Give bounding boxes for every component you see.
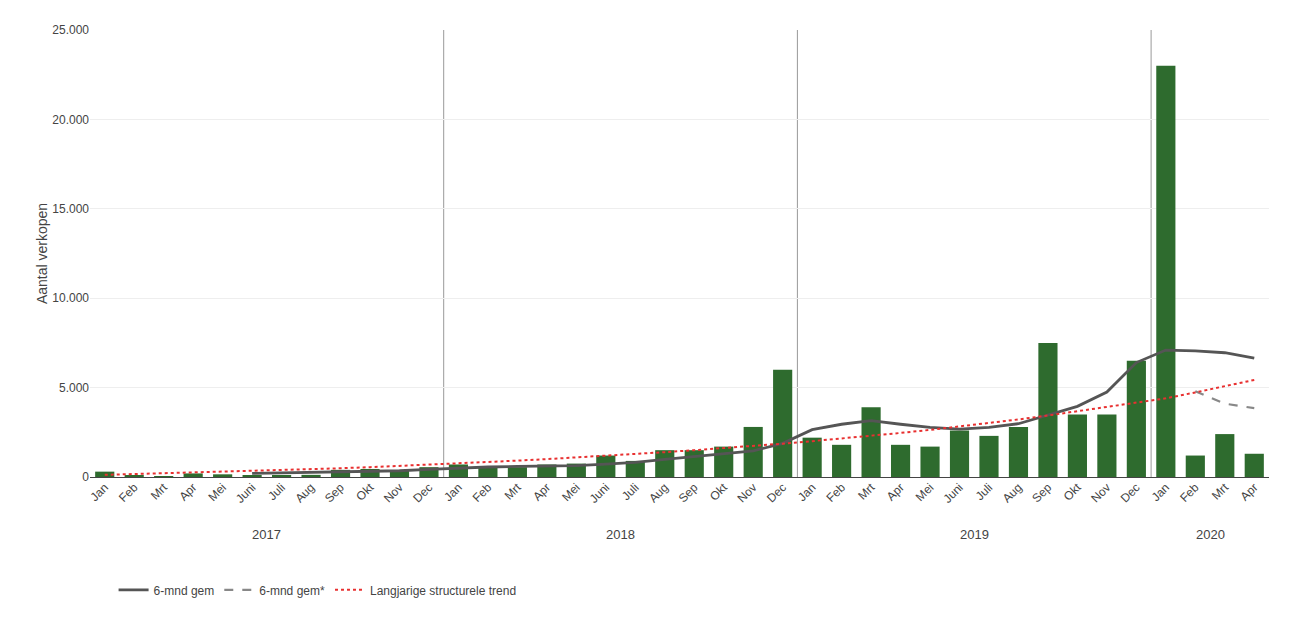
svg-text:Okt: Okt	[1061, 480, 1085, 504]
svg-text:Juni: Juni	[940, 480, 965, 505]
svg-text:Apr: Apr	[530, 480, 553, 503]
svg-text:Nov: Nov	[1088, 480, 1113, 505]
svg-text:Nov: Nov	[735, 480, 760, 505]
svg-text:Feb: Feb	[470, 480, 495, 505]
svg-text:Feb: Feb	[116, 480, 141, 505]
svg-text:Aug: Aug	[292, 480, 317, 505]
svg-text:10.000: 10.000	[52, 291, 89, 305]
svg-text:Dec: Dec	[1118, 480, 1143, 505]
svg-text:25.000: 25.000	[52, 23, 89, 37]
svg-text:Apr: Apr	[1238, 480, 1261, 503]
svg-text:Mrt: Mrt	[502, 480, 525, 503]
svg-text:Mrt: Mrt	[1209, 480, 1232, 503]
svg-text:Dec: Dec	[410, 480, 435, 505]
svg-text:20.000: 20.000	[52, 113, 89, 127]
svg-text:Jan: Jan	[441, 480, 465, 504]
svg-text:Mrt: Mrt	[148, 480, 171, 503]
svg-text:Apr: Apr	[176, 480, 199, 503]
svg-text:Sep: Sep	[1029, 480, 1054, 505]
svg-text:Juli: Juli	[973, 480, 996, 503]
svg-text:Sep: Sep	[676, 480, 701, 505]
svg-text:Okt: Okt	[707, 480, 731, 504]
svg-text:Apr: Apr	[884, 480, 907, 503]
svg-text:Sep: Sep	[322, 480, 347, 505]
svg-text:Mei: Mei	[559, 480, 583, 504]
svg-text:Aug: Aug	[646, 480, 671, 505]
svg-text:Juni: Juni	[587, 480, 612, 505]
svg-text:2017: 2017	[252, 527, 281, 542]
svg-text:2018: 2018	[606, 527, 635, 542]
svg-text:Feb: Feb	[1177, 480, 1202, 505]
svg-text:Juni: Juni	[233, 480, 258, 505]
svg-text:Mrt: Mrt	[855, 480, 878, 503]
svg-text:Aug: Aug	[1000, 480, 1025, 505]
svg-text:5.000: 5.000	[59, 381, 89, 395]
svg-text:6-mnd gem*: 6-mnd gem*	[259, 584, 325, 598]
svg-text:Mei: Mei	[205, 480, 229, 504]
svg-text:Jan: Jan	[1149, 480, 1173, 504]
svg-text:Jan: Jan	[795, 480, 819, 504]
svg-text:6-mnd gem: 6-mnd gem	[154, 584, 215, 598]
svg-text:Mei: Mei	[913, 480, 937, 504]
svg-text:2019: 2019	[960, 527, 989, 542]
svg-text:Okt: Okt	[353, 480, 377, 504]
svg-text:Jan: Jan	[88, 480, 112, 504]
svg-text:Juli: Juli	[265, 480, 288, 503]
svg-text:0: 0	[82, 470, 89, 484]
svg-text:Juli: Juli	[619, 480, 642, 503]
svg-text:Dec: Dec	[764, 480, 789, 505]
svg-text:2020: 2020	[1196, 527, 1225, 542]
svg-text:Langjarige structurele trend: Langjarige structurele trend	[370, 584, 516, 598]
svg-text:Feb: Feb	[823, 480, 848, 505]
svg-text:15.000: 15.000	[52, 202, 89, 216]
svg-text:Nov: Nov	[381, 480, 406, 505]
svg-text:Aantal verkopen: Aantal verkopen	[34, 203, 50, 304]
